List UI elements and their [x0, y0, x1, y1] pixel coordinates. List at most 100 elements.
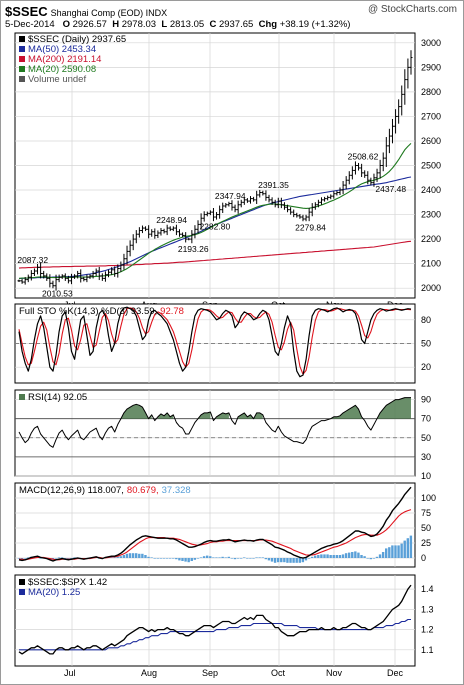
macd-hist-bar-43 — [150, 557, 153, 558]
rsi-overbought-fill — [377, 397, 411, 419]
macd-hist-bar-37 — [131, 553, 135, 558]
chg-value: +38.19 (+1.32%) — [279, 19, 351, 30]
macd-hist-bar-36 — [128, 553, 132, 558]
macd-ytick-4: 100 — [421, 493, 436, 503]
macd-hist-bar-89 — [292, 558, 295, 563]
rsi-line — [18, 397, 411, 448]
macd-hist-bar-93 — [304, 558, 308, 561]
macd-hist-bar-118 — [381, 552, 385, 558]
macd-hist-bar-98 — [320, 554, 323, 558]
macd-hist-bar-116 — [375, 556, 379, 558]
macd-hist-bar-40 — [141, 553, 144, 558]
stochastic-legend: Full STO %K(14,3) %D(3) 93.59, 92.78 — [19, 306, 184, 317]
macd-line — [18, 486, 412, 562]
macd-hist-bar-78 — [258, 557, 261, 558]
price-annotation-1: 2010.53 — [42, 289, 73, 299]
macd-hist-bar-38 — [134, 553, 138, 558]
macd-hist-bar-65 — [218, 557, 221, 558]
legend-price: $SSEC (Daily) 2937.65 — [28, 34, 126, 45]
ratio-ytick-0: 1.1 — [421, 645, 434, 655]
macd-hist-bar-31 — [113, 557, 116, 558]
rsi-panel-border — [14, 389, 416, 477]
macd-hist-bar-124 — [400, 543, 403, 558]
low-label: L — [161, 19, 168, 30]
macd-hist-bar-76 — [252, 558, 255, 559]
macd-hist-bar-46 — [159, 558, 163, 559]
legend-d: 92.78 — [160, 306, 184, 317]
macd-hist-bar-82 — [270, 558, 274, 562]
macd-hist-bar-74 — [246, 558, 249, 559]
macd-hist-bar-104 — [338, 555, 342, 558]
macd-hist-bar-125 — [403, 540, 406, 558]
copyright: @ StockCharts.com — [367, 4, 457, 15]
macd-hist-bar-1 — [20, 558, 24, 560]
macd-hist-bar-122 — [394, 545, 397, 558]
macd-hist-bar-39 — [138, 553, 141, 558]
macd-hist-bar-113 — [366, 558, 369, 559]
ratio-ytick-2: 1.3 — [421, 604, 434, 614]
legend-ma50: MA(50) 2453.34 — [28, 44, 96, 55]
legend-signal: 80.679, — [127, 485, 159, 496]
price-annotation-6: 2391.35 — [258, 180, 289, 190]
ratio-x-label-sep: Sep — [202, 668, 218, 678]
macd-legend: MACD(12,26,9) 118.007, 80.679, 37.328 — [19, 485, 191, 496]
macd-hist-bar-83 — [273, 558, 277, 563]
rsi-ytick-3: 70 — [421, 414, 431, 424]
price-ytick-2: 2200 — [421, 234, 441, 244]
macd-hist-bar-35 — [125, 553, 129, 558]
macd-hist-bar-18 — [73, 557, 76, 558]
macd-hist-bar-48 — [165, 558, 169, 559]
macd-hist-bar-77 — [255, 557, 258, 558]
legend-swatch-ratio_ma — [19, 589, 25, 595]
instrument-name: Shanghai Comp (EOD) INDX — [50, 8, 168, 18]
macd-hist-bar-57 — [193, 558, 197, 560]
legend-k: Full STO %K(14,3) %D(3) 93.59, — [19, 306, 157, 317]
ratio-x-label-aug: Aug — [141, 668, 157, 678]
macd-hist-bar-119 — [385, 548, 388, 558]
macd-hist-bar-17 — [70, 558, 73, 559]
rsi-overbought-fill — [238, 412, 263, 419]
macd-hist-bar-60 — [202, 556, 206, 558]
macd-hist-bar-101 — [329, 555, 332, 558]
sto-k-line — [18, 306, 412, 378]
stochastic-ytick-2: 80 — [421, 315, 431, 325]
open-label: O — [62, 19, 70, 30]
macd-hist-bar-63 — [212, 557, 215, 558]
macd-hist-bar-0 — [17, 558, 21, 559]
ratio-ytick-3: 1.4 — [421, 584, 434, 594]
macd-hist-bar-90 — [295, 558, 298, 563]
macd-hist-bar-67 — [224, 557, 227, 558]
macd-hist-bar-109 — [354, 551, 357, 558]
price-ytick-4: 2400 — [421, 185, 441, 195]
high-label: H — [112, 19, 120, 30]
macd-hist-bar-85 — [280, 558, 283, 563]
rsi-ytick-2: 50 — [421, 433, 431, 443]
macd-ytick-1: 25 — [421, 538, 431, 548]
price-ytick-5: 2500 — [421, 161, 441, 171]
macd-hist-bar-72 — [239, 558, 243, 559]
macd-hist-bar-16 — [67, 558, 70, 559]
macd-hist-bar-115 — [372, 558, 376, 559]
legend-swatch-ma200 — [19, 56, 25, 62]
macd-hist-bar-123 — [397, 545, 400, 558]
macd-hist-bar-54 — [184, 558, 187, 562]
ratio-panel-border — [14, 574, 416, 667]
legend-ma200: MA(200) 2191.14 — [28, 54, 101, 65]
macd-hist-bar-97 — [317, 555, 320, 558]
macd-hist-bar-15 — [63, 558, 67, 559]
macd-hist-bar-66 — [221, 556, 224, 558]
high-value: 2978.03 — [121, 19, 157, 30]
legend-volume: Volume undef — [28, 74, 86, 85]
legend-rsi: RSI(14) 92.05 — [28, 392, 87, 403]
macd-hist-bar-75 — [249, 558, 252, 559]
macd-hist-bar-44 — [153, 558, 156, 559]
price-annotation-5: 2282.80 — [199, 222, 230, 232]
rsi-overbought-fill — [198, 412, 211, 419]
macd-hist-bar-62 — [209, 556, 212, 558]
price-ytick-8: 2800 — [421, 87, 441, 97]
macd-hist-bar-100 — [326, 554, 329, 558]
macd-hist-bar-7 — [39, 558, 42, 559]
macd-hist-bar-68 — [227, 556, 230, 558]
